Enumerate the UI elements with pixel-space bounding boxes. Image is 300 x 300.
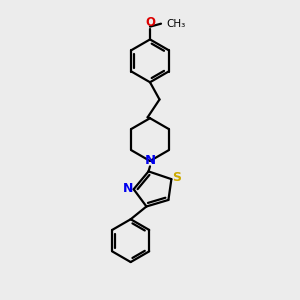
Text: O: O (145, 16, 155, 29)
Text: CH₃: CH₃ (166, 19, 186, 29)
Text: N: N (144, 154, 156, 167)
Text: N: N (123, 182, 134, 195)
Text: S: S (172, 171, 181, 184)
